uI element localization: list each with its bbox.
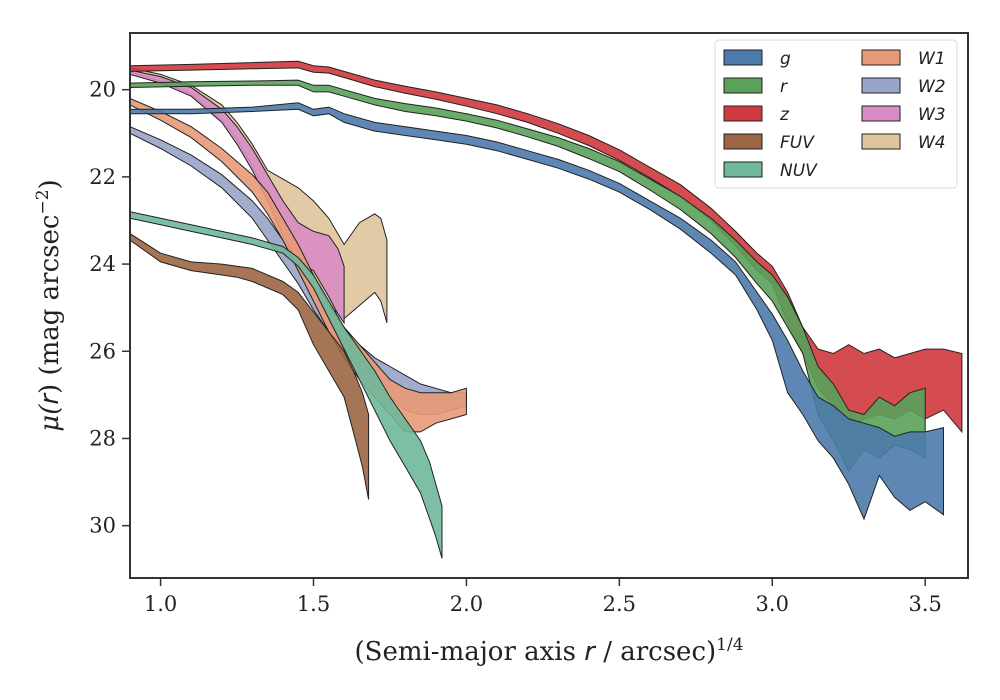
y-tick-label: 22 — [89, 165, 116, 189]
x-axis-label-var: r — [584, 637, 597, 667]
legend-swatch-r — [723, 77, 763, 94]
y-tick-label: 24 — [89, 252, 116, 276]
legend-swatch-w2 — [861, 77, 901, 94]
x-axis-label-sup: 1/4 — [716, 635, 743, 655]
legend-label-fuv: FUV — [780, 133, 815, 153]
y-axis-label-mid: ) (mag arcsec — [35, 215, 65, 394]
area-g — [130, 102, 944, 521]
x-axis-label-prefix: (Semi-major axis — [354, 637, 584, 667]
area-z — [130, 60, 963, 434]
area-w3 — [130, 69, 345, 325]
legend-swatch-w4 — [861, 133, 901, 150]
legend-box — [714, 39, 958, 189]
x-tick-label: 3.5 — [908, 592, 941, 616]
area-fuv — [130, 233, 370, 500]
legend-label-w3: W3 — [918, 105, 946, 125]
x-tick-label: 1.0 — [144, 592, 177, 616]
legend: grz FUV NUV W1 W2 W3 W4 — [714, 39, 958, 189]
x-axis-label-mid: / arcsec) — [595, 637, 716, 667]
legend-swatch-w3 — [861, 105, 901, 122]
area-nuv — [130, 211, 443, 559]
y-tick-label: 28 — [89, 426, 116, 450]
x-axis-ticks: 1.0 1.5 2.0 2.5 3.0 3.5 — [144, 578, 942, 616]
y-tick-label: 20 — [89, 78, 116, 102]
legend-label-z: z — [779, 105, 790, 125]
y-tick-label: 30 — [89, 514, 116, 538]
y-axis-label-prefix: μ( — [35, 404, 65, 432]
y-tick-label: 26 — [89, 339, 116, 363]
y-axis-label: μ(r) (mag arcsec−2) — [33, 179, 65, 431]
x-tick-label: 2.0 — [450, 592, 483, 616]
x-tick-label: 3.0 — [756, 592, 789, 616]
legend-swatch-g — [723, 49, 763, 66]
legend-swatch-w1 — [861, 49, 901, 66]
legend-label-g: g — [780, 49, 791, 69]
x-axis-label: (Semi-major axis r / arcsec)1/4 — [354, 635, 743, 667]
legend-label-w2: W2 — [918, 77, 946, 97]
legend-label-w1: W1 — [918, 49, 946, 69]
y-axis-label-sup: −2 — [33, 189, 53, 214]
legend-label-r: r — [780, 77, 788, 97]
x-tick-label: 1.5 — [297, 592, 330, 616]
legend-swatch-z — [723, 105, 763, 122]
x-tick-label: 2.5 — [603, 592, 636, 616]
y-axis-ticks: 20 22 24 26 28 30 — [89, 78, 130, 538]
series-areas — [130, 60, 963, 559]
legend-swatch-fuv — [723, 133, 763, 150]
y-axis-label-var: r — [35, 392, 65, 405]
legend-swatch-nuv — [723, 161, 763, 178]
plot-frame — [129, 32, 969, 579]
legend-label-w4: W4 — [918, 133, 946, 153]
y-axis-label-suffix: ) — [35, 179, 65, 189]
legend-label-nuv: NUV — [780, 161, 818, 181]
